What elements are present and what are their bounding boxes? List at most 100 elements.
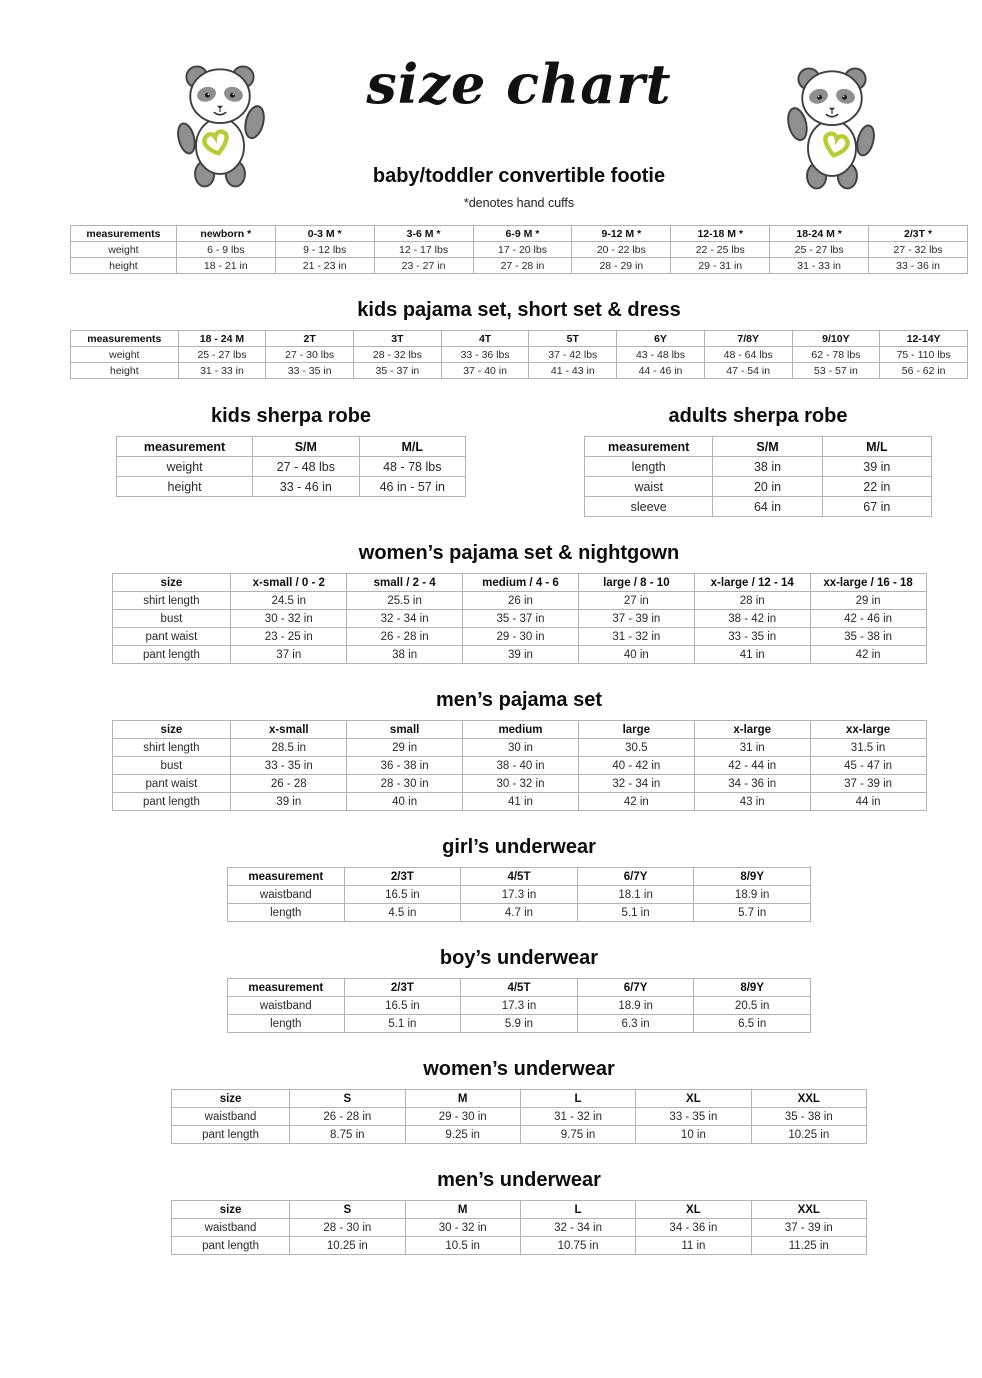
- cell-value: 42 in: [577, 792, 695, 811]
- cell-value: 30 - 32 in: [230, 609, 348, 628]
- row-label: pant length: [170, 1236, 291, 1255]
- table-row: waistband 16.5 in 17.3 in 18.9 in 20.5 in: [227, 996, 811, 1015]
- cell-value: 38 - 40 in: [462, 756, 579, 775]
- cell-value: 8.75 in: [289, 1125, 406, 1144]
- cell-value: 37 - 39 in: [750, 1218, 868, 1237]
- cell-value: 27 - 48 lbs: [252, 456, 360, 477]
- column-header: 2/3T: [343, 867, 462, 886]
- cell-value: 27 - 32 lbs: [868, 241, 968, 258]
- column-header: 12-18 M *: [670, 225, 771, 242]
- cell-value: 21 - 23 in: [274, 257, 375, 274]
- cell-value: 28 in: [693, 591, 811, 610]
- table-row: weight 25 - 27 lbs 27 - 30 lbs 28 - 32 lbs 3…: [70, 346, 968, 363]
- cell-value: 33 - 35 in: [265, 362, 355, 379]
- cell-value: 12 - 17 lbs: [373, 241, 474, 258]
- row-label: weight: [115, 456, 254, 477]
- cell-value: 30 - 32 in: [404, 1218, 521, 1237]
- table-row: pant length 10.25 in 10.5 in 10.75 in 11 in 1…: [170, 1236, 868, 1255]
- cell-value: 31 - 33 in: [769, 257, 870, 274]
- cell-value: 39 in: [821, 456, 933, 477]
- column-header: x-large / 12 - 14: [693, 573, 811, 592]
- row-label: waist: [583, 476, 714, 497]
- table-row: pant waist 26 - 28 28 - 30 in 30 - 32 in 32 …: [111, 774, 927, 793]
- table-row: pant waist 23 - 25 in 26 - 28 in 29 - 30 in…: [111, 627, 927, 646]
- cell-value: 18.1 in: [576, 885, 695, 904]
- cell-value: 64 in: [712, 496, 823, 517]
- cell-value: 24.5 in: [230, 591, 348, 610]
- column-header: measurements: [70, 225, 177, 242]
- column-header: 6/7Y: [576, 867, 695, 886]
- row-label: bust: [111, 609, 232, 628]
- cell-value: 29 - 30 in: [462, 627, 579, 646]
- table-row: weight 27 - 48 lbs 48 - 78 lbs: [115, 456, 467, 477]
- row-label: pant length: [111, 792, 232, 811]
- column-header: measurement: [227, 978, 345, 997]
- table-row: height 33 - 46 in 46 in - 57 in: [115, 476, 467, 497]
- table-row: length 4.5 in 4.7 in 5.1 in 5.7 in: [227, 903, 811, 922]
- column-header: measurement: [115, 436, 254, 457]
- kids-sherpa-table-container: measurement S/M M/L weight 27 - 48 lbs 48 - 7…: [115, 436, 467, 497]
- cell-value: 5.1 in: [343, 1014, 462, 1033]
- girls-underwear-table: measurement 2/3T 4/5T 6/7Y 8/9Y waistband 16.5…: [227, 867, 811, 922]
- row-label: height: [70, 257, 177, 274]
- column-header: 9/10Y: [791, 330, 881, 347]
- cell-value: 10.75 in: [519, 1236, 637, 1255]
- column-header: 3T: [353, 330, 442, 347]
- column-header: medium: [462, 720, 579, 739]
- cell-value: 46 in - 57 in: [358, 476, 467, 497]
- cell-value: 40 in: [577, 645, 695, 664]
- boys-underwear-table-container: measurement 2/3T 4/5T 6/7Y 8/9Y waistband 16.5…: [227, 978, 811, 1033]
- cell-value: 48 - 78 lbs: [358, 456, 467, 477]
- cell-value: 29 in: [346, 738, 464, 757]
- cell-value: 20 in: [712, 476, 823, 497]
- size-chart-page: size chart baby/toddler convertible foot…: [70, 0, 968, 1255]
- column-header: 18 - 24 M: [177, 330, 267, 347]
- column-header: 0-3 M *: [274, 225, 375, 242]
- column-header: large: [577, 720, 695, 739]
- cell-value: 26 in: [462, 591, 579, 610]
- table-row: shirt length 24.5 in 25.5 in 26 in 27 in 28 i…: [111, 591, 927, 610]
- header-row: size S M L XL XXL: [170, 1089, 868, 1108]
- column-header: xx-large / 16 - 18: [809, 573, 927, 592]
- column-header: M/L: [821, 436, 933, 457]
- column-header: 8/9Y: [693, 867, 811, 886]
- column-header: 9-12 M *: [571, 225, 672, 242]
- womens-underwear-table: size S M L XL XXL waistband 26 - 28 in 29 - 30 i…: [170, 1089, 868, 1144]
- row-label: pant waist: [111, 627, 232, 646]
- column-header: XXL: [750, 1089, 868, 1108]
- column-header: size: [111, 573, 232, 592]
- cell-value: 31 - 33 in: [177, 362, 267, 379]
- cell-value: 23 - 25 in: [230, 627, 348, 646]
- cell-value: 33 - 35 in: [230, 756, 348, 775]
- table-row: pant length 8.75 in 9.25 in 9.75 in 10 in 10.…: [170, 1125, 868, 1144]
- row-label: length: [227, 903, 345, 922]
- cell-value: 29 in: [809, 591, 927, 610]
- cell-value: 33 - 46 in: [252, 476, 360, 497]
- cell-value: 10 in: [635, 1125, 752, 1144]
- cell-value: 41 in: [693, 645, 811, 664]
- cell-value: 11.25 in: [750, 1236, 868, 1255]
- column-header: 3-6 M *: [373, 225, 474, 242]
- cell-value: 38 in: [346, 645, 464, 664]
- cell-value: 17.3 in: [460, 996, 578, 1015]
- column-header: measurements: [70, 330, 179, 347]
- page-title: size chart: [366, 52, 672, 116]
- section-title-boys-underwear: boy’s underwear: [439, 947, 599, 969]
- table-row: pant length 39 in 40 in 41 in 42 in 43 in 44 i…: [111, 792, 927, 811]
- header-row: measurements 18 - 24 M 2T 3T 4T 5T 6Y 7/8Y 9/10Y…: [70, 330, 968, 347]
- section-title-girls-underwear: girl’s underwear: [442, 836, 596, 858]
- cell-value: 44 - 46 in: [616, 362, 705, 379]
- cell-value: 62 - 78 lbs: [791, 346, 881, 363]
- header-row: size S M L XL XXL: [170, 1200, 868, 1219]
- cell-value: 34 - 36 in: [635, 1218, 752, 1237]
- header-row: measurement 2/3T 4/5T 6/7Y 8/9Y: [227, 978, 811, 997]
- baby-toddler-footie-table-container: measurements newborn * 0-3 M * 3-6 M * 6-9 M…: [70, 225, 968, 274]
- cell-value: 20 - 22 lbs: [571, 241, 672, 258]
- cell-value: 25 - 27 lbs: [769, 241, 870, 258]
- cell-value: 33 - 36 lbs: [440, 346, 530, 363]
- row-label: sleeve: [583, 496, 714, 517]
- section-title-mens-pajama: men’s pajama set: [435, 689, 602, 711]
- cell-value: 25.5 in: [346, 591, 464, 610]
- cell-value: 42 - 46 in: [809, 609, 927, 628]
- table-row: bust 30 - 32 in 32 - 34 in 35 - 37 in 37 - 3…: [111, 609, 927, 628]
